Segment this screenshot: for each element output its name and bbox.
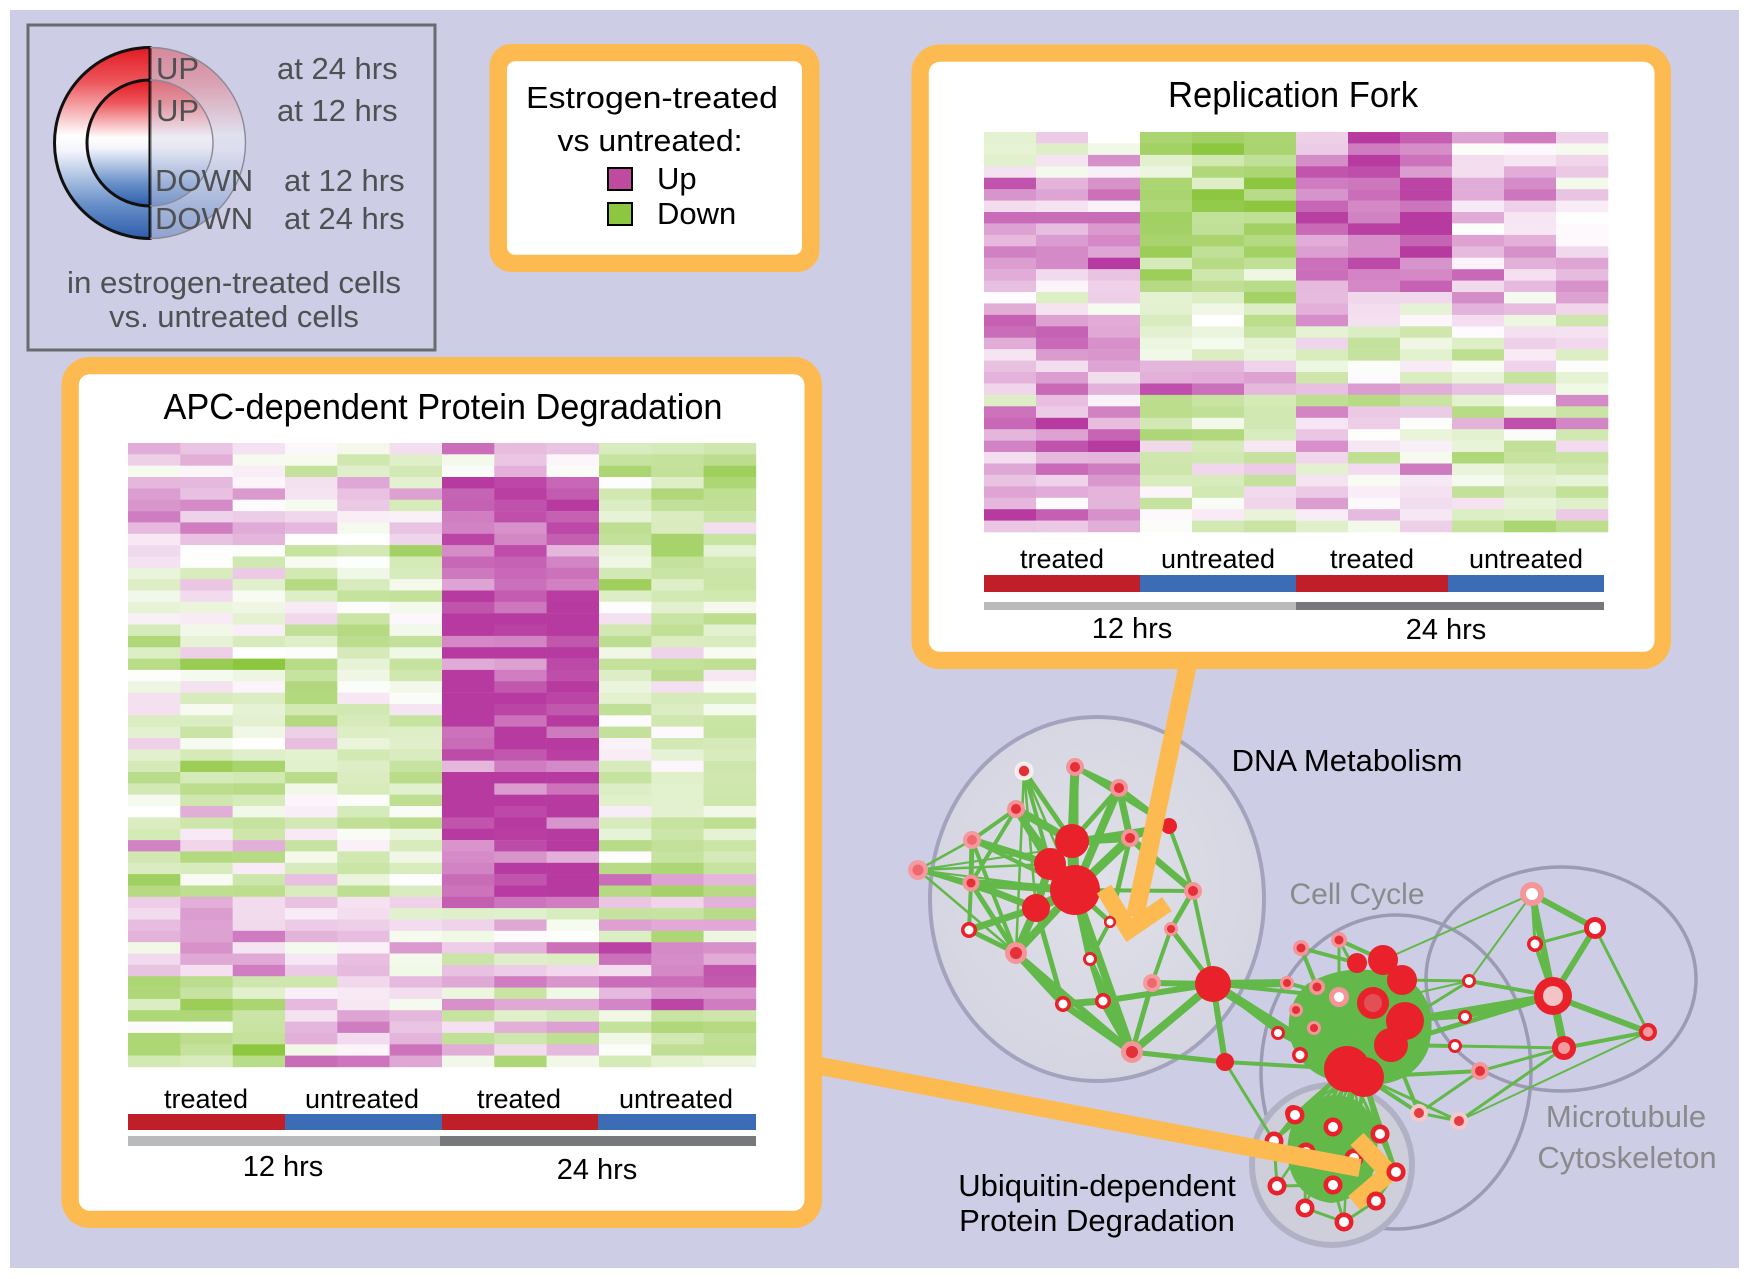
svg-text:treated: treated	[1020, 544, 1104, 574]
svg-text:at 12 hrs: at 12 hrs	[277, 93, 398, 128]
svg-text:untreated: untreated	[1161, 544, 1275, 574]
svg-text:APC-dependent Protein Degradat: APC-dependent Protein Degradation	[164, 386, 723, 427]
svg-text:treated: treated	[477, 1084, 561, 1114]
svg-text:DOWN: DOWN	[155, 201, 253, 236]
svg-text:12 hrs: 12 hrs	[243, 1151, 324, 1183]
svg-text:Protein Degradation: Protein Degradation	[959, 1203, 1235, 1238]
svg-text:Up: Up	[657, 161, 697, 196]
svg-text:Estrogen-treated: Estrogen-treated	[526, 80, 778, 115]
svg-text:Down: Down	[657, 196, 736, 231]
svg-text:DOWN: DOWN	[155, 163, 253, 198]
svg-text:UP: UP	[156, 51, 199, 86]
svg-text:in estrogen-treated cells: in estrogen-treated cells	[67, 265, 401, 300]
svg-text:DNA Metabolism: DNA Metabolism	[1232, 743, 1463, 778]
svg-text:at 12 hrs: at 12 hrs	[284, 163, 405, 198]
svg-text:untreated: untreated	[1469, 544, 1583, 574]
svg-text:Microtubule: Microtubule	[1546, 1099, 1706, 1134]
svg-text:Cell Cycle: Cell Cycle	[1289, 878, 1424, 911]
svg-text:Ubiquitin-dependent: Ubiquitin-dependent	[958, 1168, 1236, 1203]
svg-text:24 hrs: 24 hrs	[557, 1154, 638, 1186]
svg-text:untreated: untreated	[619, 1084, 733, 1114]
svg-text:12 hrs: 12 hrs	[1092, 613, 1173, 645]
svg-text:24 hrs: 24 hrs	[1406, 614, 1487, 646]
svg-text:vs. untreated cells: vs. untreated cells	[109, 299, 359, 334]
svg-text:untreated: untreated	[305, 1084, 419, 1114]
svg-text:at 24 hrs: at 24 hrs	[277, 51, 398, 86]
svg-text:Replication Fork: Replication Fork	[1168, 74, 1419, 115]
svg-text:UP: UP	[156, 93, 199, 128]
svg-text:treated: treated	[164, 1084, 248, 1114]
svg-text:at 24 hrs: at 24 hrs	[284, 201, 405, 236]
svg-text:vs untreated:: vs untreated:	[558, 123, 743, 158]
svg-text:Cytoskeleton: Cytoskeleton	[1537, 1140, 1716, 1175]
svg-text:treated: treated	[1330, 544, 1414, 574]
